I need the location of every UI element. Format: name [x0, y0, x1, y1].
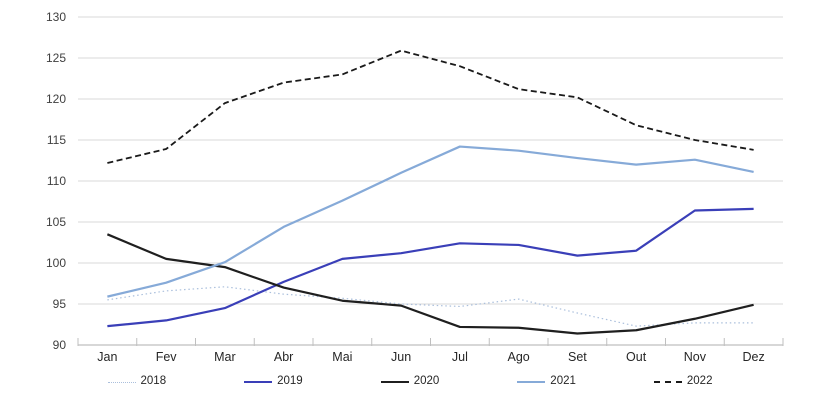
legend-item-2018: 2018 — [107, 375, 167, 388]
x-axis-tick-label: Mai — [332, 350, 352, 364]
series-line-2019 — [107, 207, 754, 328]
x-axis-tick-label: Abr — [274, 350, 293, 364]
series-line-2021 — [107, 145, 754, 298]
legend-label: 2018 — [140, 375, 167, 388]
x-axis-tick-label: Jun — [391, 350, 411, 364]
x-axis-tick-label: Fev — [156, 350, 178, 364]
chart-legend: 2018 2019 2020 2021 2022 — [0, 370, 820, 394]
legend-line-sample-2022 — [653, 381, 682, 383]
chart-svg: 90 95 100 105 110 115 120 125 130 Jan Fev Mar Abr Mai… — [46, 10, 784, 364]
y-axis-tick-label: 125 — [46, 51, 66, 65]
series-line-2022 — [107, 49, 754, 164]
legend-label: 2022 — [686, 375, 713, 388]
x-axis-tick-label: Jul — [452, 350, 468, 364]
legend-label: 2019 — [277, 375, 303, 388]
x-axis-tick-label: Dez — [743, 350, 765, 364]
y-axis-tick-label: 95 — [53, 297, 67, 311]
x-axis-tick-label: Ago — [508, 350, 530, 364]
series-line-2018 — [107, 286, 754, 327]
y-axis-tick-label: 90 — [53, 338, 67, 352]
x-axis-tick-label: Set — [568, 350, 587, 364]
x-axis-tick-label: Nov — [684, 350, 707, 364]
x-axis-tick-label: Jan — [97, 350, 117, 364]
y-axis-tick-label: 120 — [46, 92, 66, 106]
legend-line-sample-2021 — [517, 381, 546, 383]
legend-item-2022: 2022 — [653, 375, 713, 388]
y-axis-tick-label: 100 — [46, 256, 66, 270]
legend-item-2020: 2020 — [380, 375, 440, 388]
legend-label: 2020 — [413, 375, 440, 388]
legend-item-2021: 2021 — [517, 376, 576, 388]
y-axis-tick-label: 115 — [47, 133, 66, 147]
x-axis-tick-label: Mar — [214, 350, 236, 364]
legend-line-sample-2018 — [107, 381, 136, 383]
legend-label: 2021 — [550, 375, 576, 388]
legend-item-2019: 2019 — [244, 376, 303, 388]
legend-line-sample-2019 — [244, 381, 273, 383]
x-axis-tick-label: Out — [626, 350, 647, 364]
legend-line-sample-2020 — [380, 381, 409, 383]
y-axis-tick-label: 110 — [47, 174, 66, 188]
y-axis-tick-label: 105 — [46, 215, 66, 229]
y-axis-tick-label: 130 — [46, 10, 66, 24]
